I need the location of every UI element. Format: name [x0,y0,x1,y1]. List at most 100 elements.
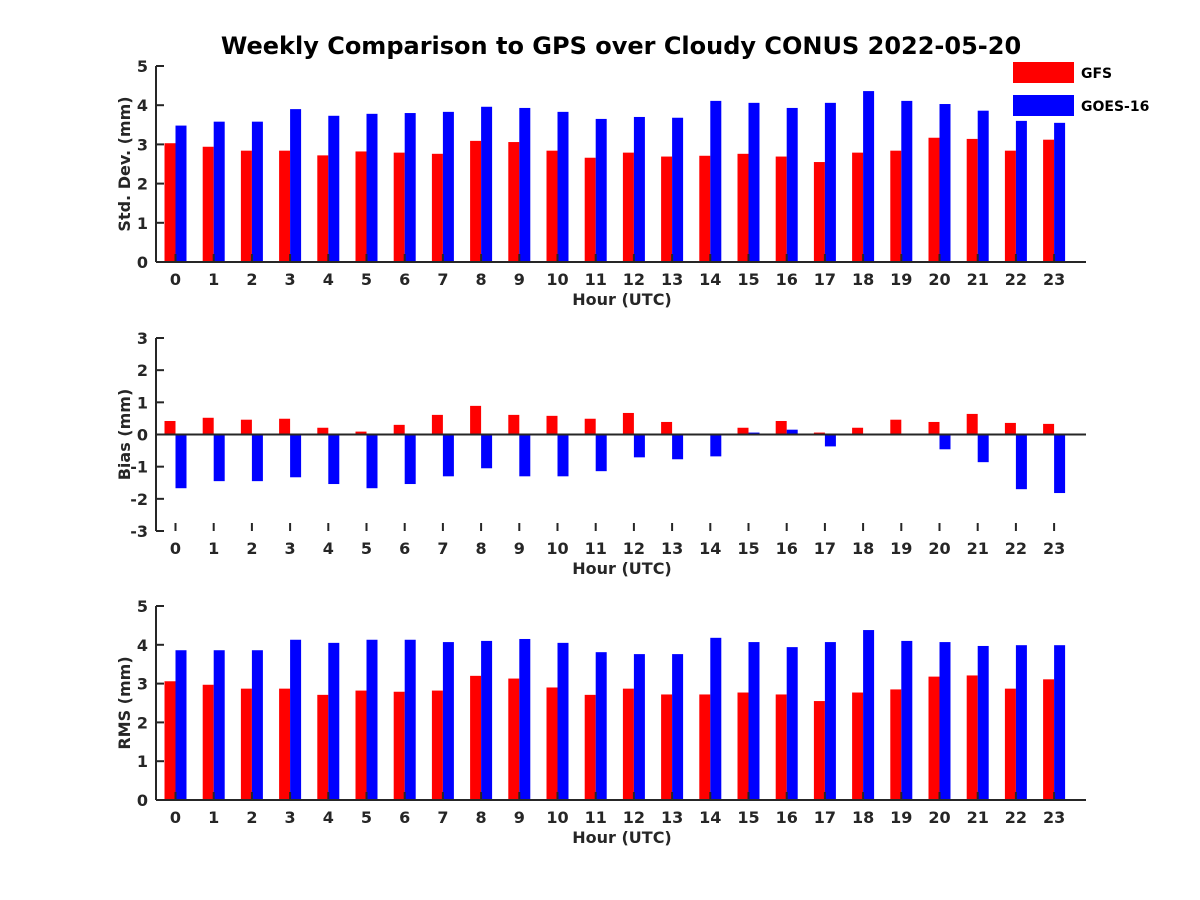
bar-goes-16-hour-9 [519,638,531,800]
x-tick-label: 13 [661,270,683,289]
bar-goes-16-hour-14 [710,637,722,800]
x-tick-label: 18 [852,539,874,558]
bar-goes-16-hour-5 [366,434,378,489]
x-tick-label: 16 [776,270,798,289]
bar-goes-16-hour-16 [786,429,798,435]
x-tick-label: 16 [776,808,798,827]
bar-goes-16-hour-17 [824,102,836,263]
bar-gfs-hour-10 [546,150,558,262]
x-tick-label: 8 [476,808,487,827]
x-tick-label: 18 [852,808,874,827]
x-tick-label: 11 [585,270,607,289]
bar-gfs-hour-0 [164,420,176,435]
bar-goes-16-hour-19 [901,640,913,800]
x-tick-label: 5 [361,270,372,289]
bar-goes-16-hour-5 [366,113,378,262]
x-tick-label: 15 [737,808,759,827]
bar-goes-16-hour-14 [710,100,722,262]
bar-goes-16-hour-23 [1054,645,1066,800]
bar-gfs-hour-22 [1004,150,1016,262]
x-tick-label: 4 [323,270,334,289]
bar-gfs-hour-6 [393,152,405,262]
y-tick-label: 3 [137,675,148,694]
x-tick-label: 7 [437,270,448,289]
x-tick-label: 9 [514,808,525,827]
x-tick-label: 0 [170,539,181,558]
bar-gfs-hour-12 [622,688,634,800]
bar-goes-16-hour-6 [404,434,416,485]
x-tick-label: 11 [585,808,607,827]
x-tick-label: 17 [814,539,836,558]
x-tick-label: 20 [928,539,950,558]
bar-goes-16-hour-22 [1015,434,1027,490]
bar-gfs-hour-2 [240,419,252,435]
x-tick-label: 0 [170,270,181,289]
bar-gfs-hour-23 [1043,679,1055,800]
x-tick-label: 6 [399,539,410,558]
bar-gfs-hour-10 [546,415,558,435]
bar-goes-16-hour-3 [290,109,302,263]
bar-gfs-hour-16 [775,156,787,262]
bar-goes-16-hour-9 [519,434,531,477]
bar-gfs-hour-14 [699,694,711,800]
x-tick-label: 0 [170,808,181,827]
bar-goes-16-hour-12 [633,434,645,458]
y-tick-label: 3 [137,329,148,348]
bar-gfs-hour-8 [470,675,482,800]
x-tick-label: 2 [246,270,257,289]
chart-title: Weekly Comparison to GPS over Cloudy CON… [221,32,1021,60]
legend-swatch-gfs [1013,62,1074,83]
x-tick-label: 2 [246,808,257,827]
x-tick-label: 12 [623,539,645,558]
bar-gfs-hour-17 [813,162,825,262]
bar-gfs-hour-22 [1004,688,1016,800]
x-tick-label: 3 [285,539,296,558]
bar-gfs-hour-19 [890,419,902,435]
x-tick-label: 22 [1005,270,1027,289]
y-axis-label: RMS (mm) [115,656,134,749]
bar-gfs-hour-12 [622,412,634,435]
bar-gfs-hour-12 [622,152,634,262]
y-tick-label: 1 [137,393,148,412]
bar-gfs-hour-4 [317,694,329,800]
bar-goes-16-hour-11 [595,434,607,472]
x-tick-label: 10 [546,270,568,289]
bar-goes-16-hour-5 [366,639,378,800]
x-tick-label: 19 [890,808,912,827]
legend: GFS GOES-16 [1013,62,1149,116]
bar-goes-16-hour-21 [977,434,989,463]
bar-gfs-hour-13 [661,694,673,800]
bar-goes-16-hour-3 [290,639,302,800]
y-axis-label: Std. Dev. (mm) [115,96,134,231]
bar-goes-16-hour-11 [595,118,607,262]
bar-goes-16-hour-0 [175,650,187,800]
y-tick-label: 1 [137,214,148,233]
x-tick-label: 1 [208,539,219,558]
x-tick-label: 17 [814,270,836,289]
bar-goes-16-hour-4 [328,642,340,800]
x-tick-label: 22 [1005,808,1027,827]
bar-goes-16-hour-18 [863,630,875,800]
bar-gfs-hour-15 [737,427,749,435]
x-tick-label: 22 [1005,539,1027,558]
bar-goes-16-hour-22 [1015,645,1027,800]
bar-goes-16-hour-23 [1054,434,1066,494]
bar-gfs-hour-15 [737,692,749,800]
x-tick-label: 8 [476,539,487,558]
bar-goes-16-hour-6 [404,639,416,800]
bar-goes-16-hour-1 [213,121,225,262]
bar-goes-16-hour-21 [977,645,989,800]
x-tick-label: 7 [437,539,448,558]
x-tick-label: 13 [661,808,683,827]
x-tick-label: 8 [476,270,487,289]
bar-gfs-hour-5 [355,431,367,435]
x-tick-label: 5 [361,808,372,827]
bar-gfs-hour-16 [775,420,787,435]
bar-gfs-hour-0 [164,143,176,262]
bar-goes-16-hour-21 [977,110,989,262]
bar-gfs-hour-19 [890,689,902,800]
bar-gfs-hour-1 [202,417,214,435]
bar-goes-16-hour-0 [175,434,187,489]
bar-gfs-hour-23 [1043,423,1055,435]
